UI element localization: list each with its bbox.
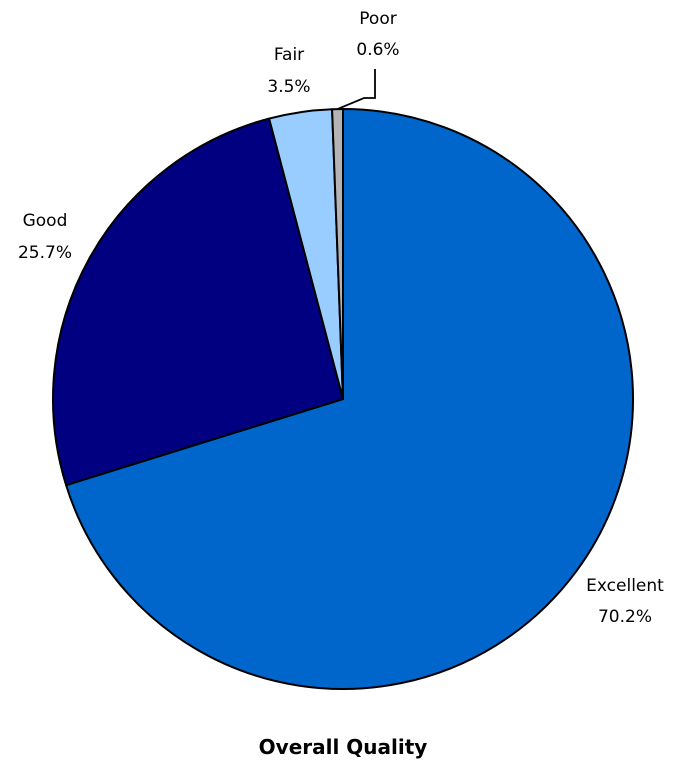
pie-slice-excellent [65, 108, 634, 690]
slice-label-good: Good [23, 211, 68, 231]
leader-line-poor [337, 69, 376, 110]
leader-lines [337, 69, 376, 110]
slice-value-fair: 3.5% [267, 77, 310, 97]
slice-label-excellent: Excellent [586, 576, 664, 596]
pie-slice-good [52, 117, 344, 487]
slice-value-poor: 0.6% [356, 40, 399, 60]
slice-value-excellent: 70.2% [598, 607, 652, 627]
slice-label-fair: Fair [274, 45, 304, 65]
chart-title: Overall Quality [259, 735, 428, 759]
slice-value-good: 25.7% [18, 243, 72, 263]
slice-label-poor: Poor [359, 9, 396, 29]
slices-layer [52, 108, 634, 690]
slice-labels: Excellent 70.2% Good 25.7% Fair 3.5% Poor 0.6% [18, 9, 664, 627]
